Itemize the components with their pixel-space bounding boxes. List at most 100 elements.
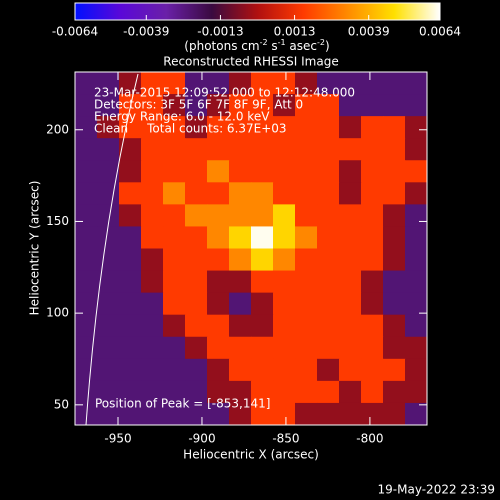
heatmap-cell <box>383 160 406 183</box>
heatmap-cell <box>405 182 428 205</box>
heatmap-cell <box>251 314 274 338</box>
heatmap-cell <box>405 160 428 183</box>
heatmap-cell <box>251 94 274 117</box>
heatmap-cell <box>119 314 142 338</box>
heatmap-cell <box>207 72 230 95</box>
heatmap-cell <box>295 358 318 382</box>
heatmap-cell <box>141 226 164 249</box>
heatmap-cell <box>141 182 164 205</box>
heatmap-cell <box>251 292 274 316</box>
heatmap-cell <box>97 94 120 117</box>
heatmap-cell <box>229 358 252 382</box>
heatmap-cell <box>207 248 230 272</box>
heatmap-cell <box>185 116 208 139</box>
heatmap-cell <box>317 270 340 294</box>
heatmap-cell <box>361 160 384 183</box>
heatmap-cell <box>141 358 164 382</box>
heatmap-cell <box>75 226 98 249</box>
footer-date: 19-May-2022 23:39 <box>378 483 495 497</box>
heatmap-cell <box>317 314 340 338</box>
heatmap-cell <box>383 314 406 338</box>
colorbar <box>74 2 441 21</box>
heatmap-cell <box>97 116 120 139</box>
heatmap-cell <box>141 402 164 426</box>
heatmap-cell <box>273 226 296 249</box>
colorbar-tick-label: -0.0039 <box>123 25 169 39</box>
heatmap-cell <box>317 380 340 404</box>
heatmap-cell <box>361 72 384 95</box>
heatmap-cell <box>119 204 142 227</box>
x-tick-label: -800 <box>356 432 383 446</box>
heatmap-cell <box>97 336 120 360</box>
heatmap-cell <box>317 402 340 426</box>
x-tick-label: -850 <box>272 432 299 446</box>
heatmap-cell <box>273 72 296 95</box>
annotation: Clean Total counts: 6.37E+03 <box>94 122 287 136</box>
heatmap-cell <box>361 138 384 161</box>
heatmap-cell <box>229 292 252 316</box>
heatmap-cell <box>317 116 340 139</box>
heatmap-cell <box>405 94 428 117</box>
heatmap-cell <box>273 160 296 183</box>
heatmap-cell <box>97 248 120 272</box>
heatmap-cell <box>405 72 428 95</box>
heatmap-cell <box>251 72 274 95</box>
heatmap-cell <box>361 270 384 294</box>
heatmap-cell <box>119 380 142 404</box>
heatmap-cell <box>207 314 230 338</box>
x-tick-label: -900 <box>188 432 215 446</box>
heatmap-cell <box>251 226 274 249</box>
heatmap-cell <box>383 358 406 382</box>
heatmap-cell <box>317 94 340 117</box>
heatmap-cell <box>317 204 340 227</box>
heatmap-cell <box>383 402 406 426</box>
heatmap-cell <box>339 182 362 205</box>
heatmap-cell <box>383 116 406 139</box>
heatmap-cell <box>405 402 428 426</box>
heatmap-cell <box>163 314 186 338</box>
heatmap-cell <box>97 138 120 161</box>
heatmap-cell <box>361 226 384 249</box>
heatmap-cell <box>97 72 120 95</box>
heatmap-cell <box>97 204 120 227</box>
heatmap-cell <box>75 270 98 294</box>
heatmap-cell <box>185 358 208 382</box>
heatmap-cell <box>229 380 252 404</box>
heatmap-cell <box>405 358 428 382</box>
heatmap-cell <box>97 358 120 382</box>
heatmap-cell <box>97 314 120 338</box>
heatmap-cell <box>251 204 274 227</box>
heatmap-cell <box>207 116 230 139</box>
heatmap-cell <box>273 314 296 338</box>
heatmap-cell <box>383 138 406 161</box>
heatmap-cell <box>119 358 142 382</box>
heatmap-cell <box>339 380 362 404</box>
colorbar-tick-label: -0.0013 <box>197 25 243 39</box>
heatmap-cell <box>75 402 98 426</box>
heatmap-cell <box>317 292 340 316</box>
heatmap-cell <box>141 138 164 161</box>
heatmap-cell <box>229 314 252 338</box>
heatmap-cell <box>119 72 142 95</box>
heatmap-cell <box>383 72 406 95</box>
heatmap-cell <box>229 94 252 117</box>
heatmap-cell <box>361 402 384 426</box>
heatmap-cell <box>163 160 186 183</box>
heatmap-cell <box>163 94 186 117</box>
heatmap-cell <box>361 248 384 272</box>
heatmap-cell <box>339 314 362 338</box>
heatmap-cell <box>295 94 318 117</box>
x-axis-label: Heliocentric X (arcsec) <box>183 448 319 462</box>
heatmap-cell <box>119 336 142 360</box>
heatmap-cell <box>251 380 274 404</box>
heatmap-cell <box>229 116 252 139</box>
heatmap-cell <box>97 292 120 316</box>
heatmap-cell <box>273 116 296 139</box>
heatmap-cell <box>185 226 208 249</box>
heatmap-cell <box>339 138 362 161</box>
heatmap-cell <box>207 160 230 183</box>
y-axis-label: Heliocentric Y (arcsec) <box>28 181 42 316</box>
heatmap-cell <box>295 204 318 227</box>
heatmap <box>75 72 428 426</box>
heatmap-cell <box>317 336 340 360</box>
